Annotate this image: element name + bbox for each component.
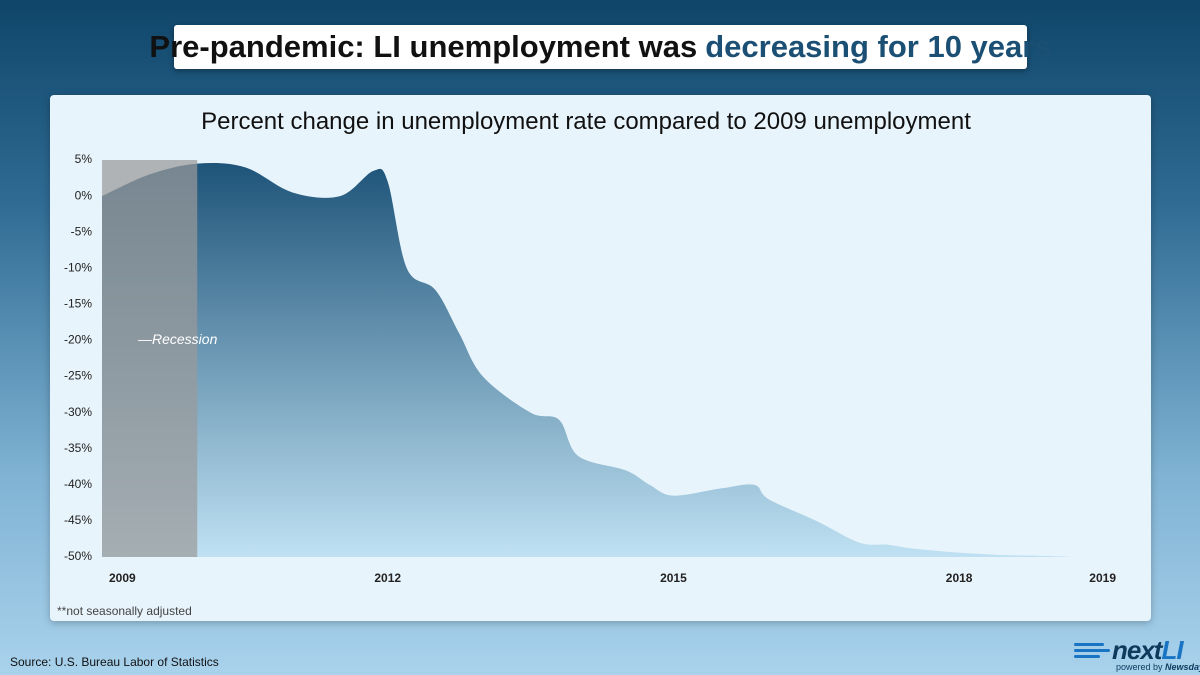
x-tick-label: 2009: [109, 571, 136, 585]
unemployment-area-series: [102, 162, 1074, 558]
x-tick-label: 2015: [660, 571, 687, 585]
chart-title: Percent change in unemployment rate comp…: [201, 108, 971, 135]
y-tick-label: -45%: [64, 513, 92, 527]
x-tick-label: 2018: [946, 571, 973, 585]
headline-highlight: decreasing for 10 years: [705, 29, 1052, 64]
source-note: Source: U.S. Bureau Labor of Statistics: [10, 655, 219, 669]
y-tick-label: -10%: [64, 260, 92, 274]
y-tick-label: -30%: [64, 405, 92, 419]
recession-label: —Recession: [137, 331, 218, 347]
logo-bars-icon: [1074, 643, 1110, 661]
y-tick-label: -15%: [64, 297, 92, 311]
y-tick-label: 0%: [75, 188, 93, 202]
headline-main: Pre-pandemic: LI unemployment was: [149, 29, 698, 64]
y-tick-label: -5%: [71, 224, 93, 238]
y-tick-label: -50%: [64, 549, 92, 563]
x-tick-label: 2019: [1089, 571, 1116, 585]
y-tick-label: -40%: [64, 477, 92, 491]
y-tick-label: -35%: [64, 441, 92, 455]
y-tick-label: -20%: [64, 333, 92, 347]
headline: Pre-pandemic: LI unemployment was decrea…: [149, 25, 1052, 69]
y-tick-label: -25%: [64, 369, 92, 383]
logo-wordmark: nextLI: [1112, 635, 1184, 665]
y-tick-label: 5%: [75, 152, 93, 166]
nextli-logo: nextLI powered by Newsday: [1072, 635, 1200, 673]
x-tick-label: 2012: [374, 571, 401, 585]
recession-band: [102, 160, 198, 557]
footnote: **not seasonally adjusted: [57, 604, 192, 618]
logo-powered-by: powered by Newsday: [1116, 662, 1200, 672]
